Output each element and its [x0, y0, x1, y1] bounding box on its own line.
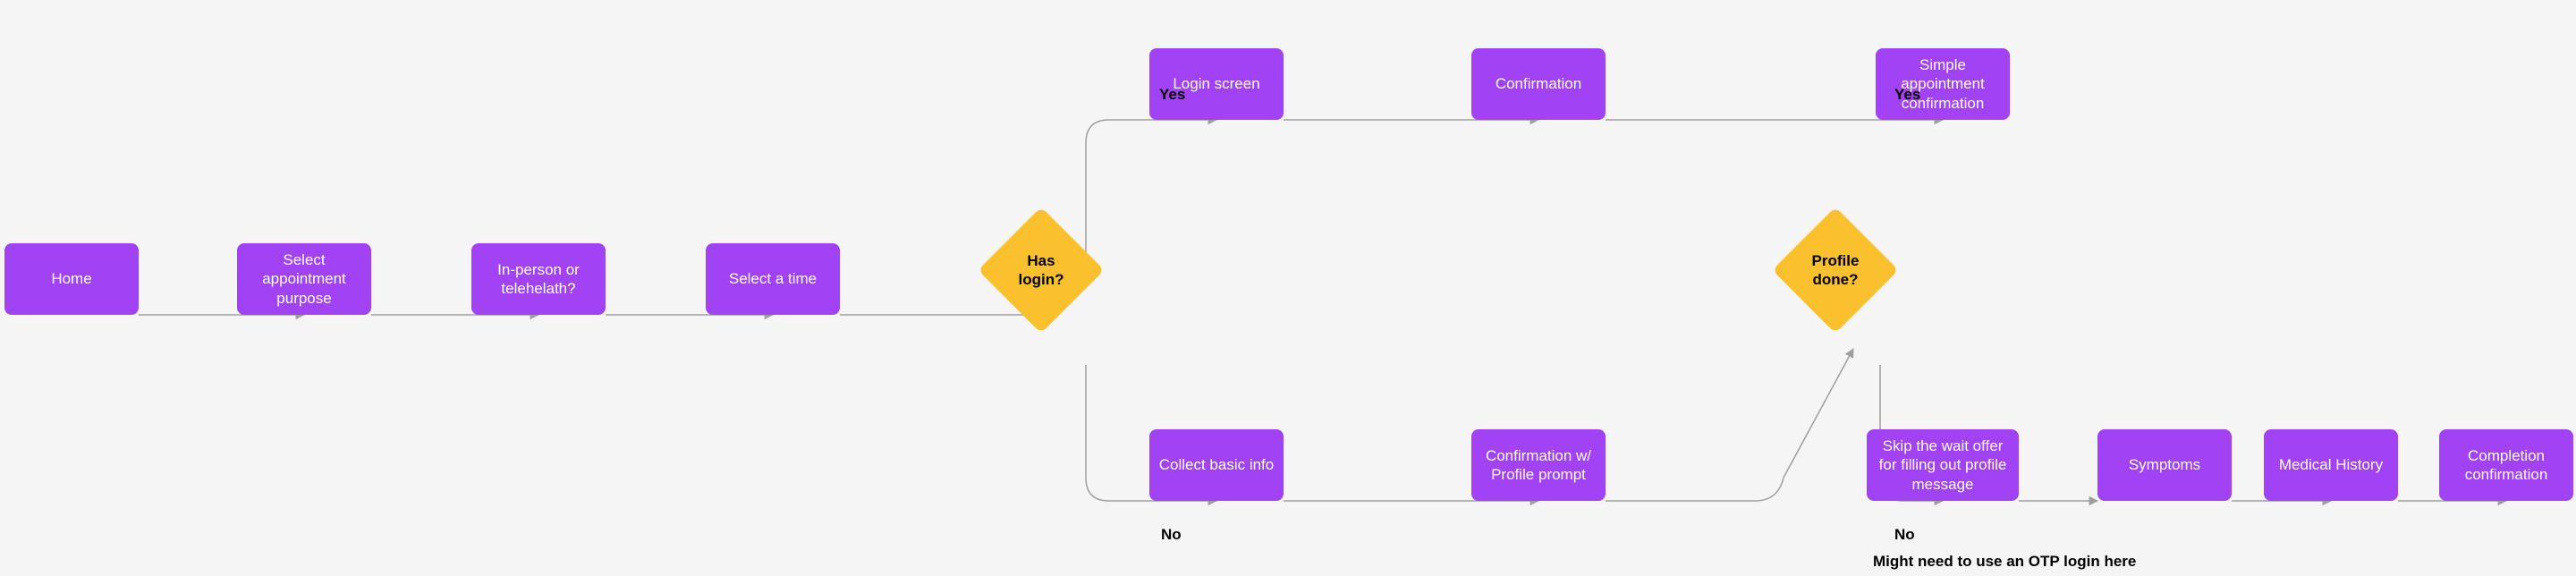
node-label: Select appointment purpose	[246, 250, 362, 308]
node-label: Profile done?	[1800, 251, 1871, 290]
node-login: Login screen	[1149, 48, 1284, 120]
node-label: Confirmation w/ Profile prompt	[1480, 446, 1597, 485]
node-skip_wait: Skip the wait offer for filling out prof…	[1867, 429, 2019, 501]
node-confirm_prompt: Confirmation w/ Profile prompt	[1471, 429, 1606, 501]
edge-label: Yes	[1894, 86, 1920, 104]
edge-label: Yes	[1159, 86, 1185, 104]
node-label: Login screen	[1173, 74, 1259, 93]
node-label: In-person or telehelath?	[480, 260, 597, 299]
node-label: Skip the wait offer for filling out prof…	[1876, 436, 2010, 494]
node-label: Select a time	[729, 269, 817, 288]
edge-label: No	[1161, 526, 1182, 544]
edge-label: No	[1894, 526, 1915, 544]
node-label: Home	[51, 269, 91, 288]
node-label: Confirmation	[1496, 74, 1581, 93]
node-label: Simple appointment confirmation	[1885, 55, 2001, 113]
edge	[1606, 349, 1853, 501]
node-profile_done: Profile done?	[1791, 225, 1880, 315]
node-home: Home	[4, 243, 139, 315]
annotation-note: Might need to use an OTP login here	[1873, 553, 2136, 571]
flowchart-canvas: Home Select appointment purpose In-person …	[0, 0, 2576, 576]
node-has_login: Has login?	[996, 225, 1086, 315]
node-simple_confirm: Simple appointment confirmation	[1876, 48, 2010, 120]
node-time: Select a time	[706, 243, 840, 315]
node-history: Medical History	[2264, 429, 2398, 501]
node-symptoms: Symptoms	[2097, 429, 2232, 501]
node-completion: Completion confirmation	[2439, 429, 2573, 501]
node-collect: Collect basic info	[1149, 429, 1284, 501]
node-mode: In-person or telehelath?	[471, 243, 606, 315]
node-label: Collect basic info	[1159, 455, 1275, 474]
node-purpose: Select appointment purpose	[237, 243, 371, 315]
node-label: Has login?	[1005, 251, 1077, 290]
node-label: Completion confirmation	[2448, 446, 2564, 485]
node-label: Symptoms	[2129, 455, 2200, 474]
edge	[1086, 120, 1216, 265]
node-label: Medical History	[2279, 455, 2383, 474]
node-confirm_top: Confirmation	[1471, 48, 1606, 120]
